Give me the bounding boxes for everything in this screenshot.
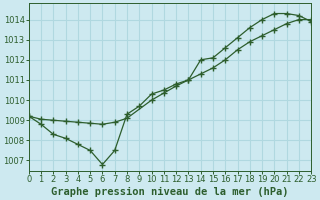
X-axis label: Graphe pression niveau de la mer (hPa): Graphe pression niveau de la mer (hPa) bbox=[51, 186, 289, 197]
